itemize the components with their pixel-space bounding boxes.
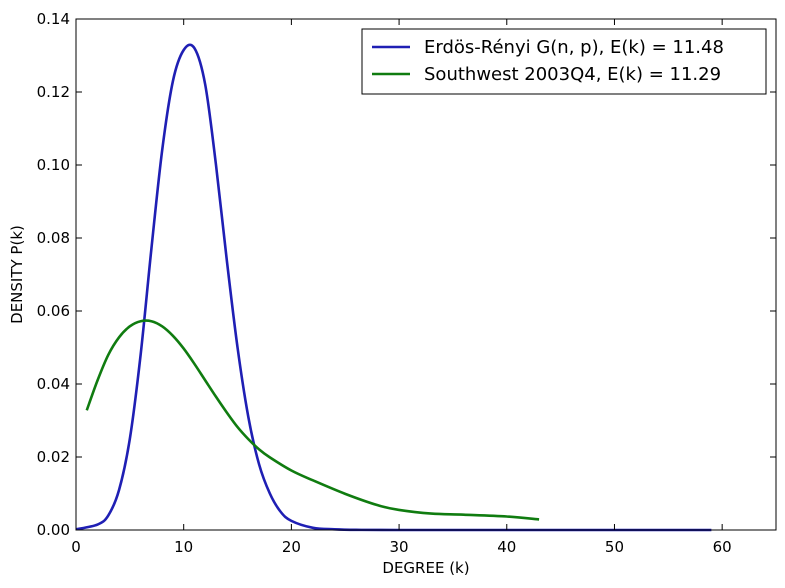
y-tick-label: 0.06 <box>37 302 70 320</box>
x-tick-label: 0 <box>71 538 81 556</box>
x-tick-label: 60 <box>713 538 732 556</box>
y-tick-label: 0.14 <box>37 10 70 28</box>
y-tick-label: 0.10 <box>37 156 70 174</box>
y-tick-label: 0.00 <box>37 521 70 539</box>
legend-entry-label: Erdös-Rényi G(n, p), E(k) = 11.48 <box>424 37 724 58</box>
y-tick-label: 0.12 <box>37 83 70 101</box>
x-tick-label: 30 <box>390 538 409 556</box>
legend-entry-label: Southwest 2003Q4, E(k) = 11.29 <box>424 64 721 85</box>
y-tick-label: 0.04 <box>37 375 70 393</box>
series-line-2 <box>85 319 540 521</box>
plot-frame <box>75 18 777 531</box>
y-axis-label: DENSITY P(k) <box>8 225 26 324</box>
y-tick-label: 0.02 <box>37 448 70 466</box>
y-tick-label: 0.08 <box>37 229 70 247</box>
axis-ticks: 0 10 20 30 40 50 60 0.00 0.02 0.04 0.06 0.08 0.10 0.1… <box>37 10 776 556</box>
legend-box <box>361 28 767 95</box>
x-tick-label: 50 <box>605 538 624 556</box>
x-tick-label: 20 <box>282 538 301 556</box>
x-tick-label: 40 <box>497 538 516 556</box>
x-tick-label: 10 <box>174 538 193 556</box>
x-axis-label: DEGREE (k) <box>382 559 469 577</box>
legend: Erdös-Rényi G(n, p), E(k) = 11.48 Southwe… <box>361 28 767 95</box>
series-line-1 <box>75 43 712 532</box>
plot-area <box>75 18 777 532</box>
